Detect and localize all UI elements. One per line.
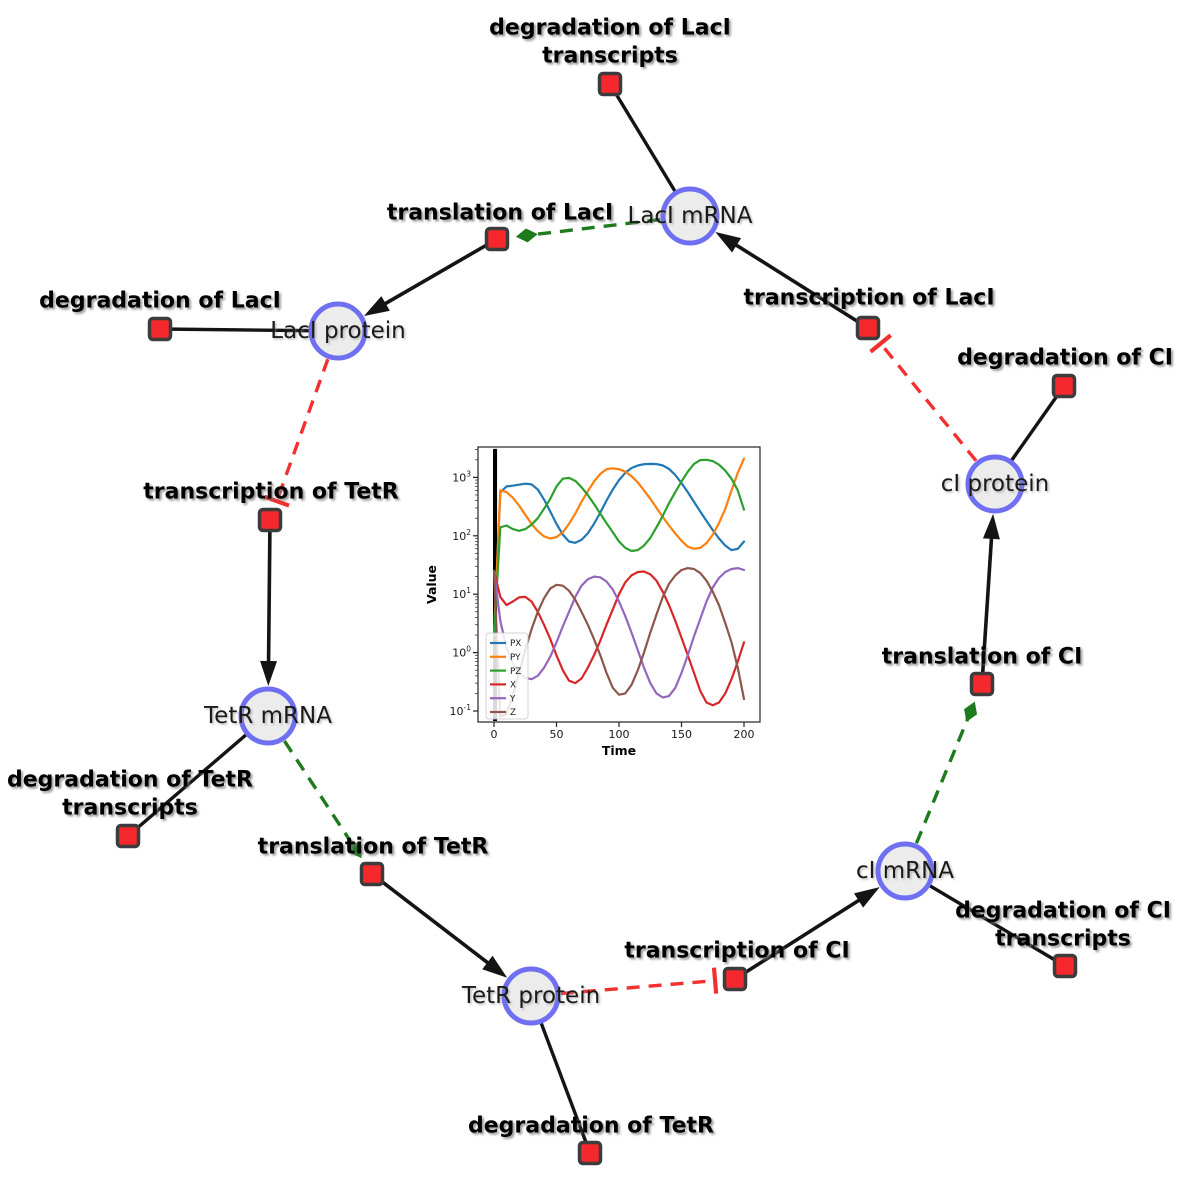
reaction-node-transcription-of-tetr — [257, 507, 283, 533]
arrowhead-icon — [854, 887, 880, 908]
reaction-node-degradation-of-laci — [147, 316, 173, 342]
species-node-laci-protein — [308, 301, 368, 361]
species-node-tetr-mrna — [238, 686, 298, 746]
chart-series-PZ — [492, 458, 746, 637]
edge-modifier-ci-mrna--translation-of-ci — [914, 701, 978, 844]
reaction-label-degradation-of-ci-transcripts: degradation of CI — [955, 899, 1171, 924]
reaction-node-translation-of-ci — [969, 671, 995, 697]
legend-label-PZ: PZ — [510, 667, 521, 677]
y-tick-label: 100 — [452, 645, 471, 660]
legend-label-PY: PY — [510, 653, 521, 663]
species-label-tetr-mrna: TetR mRNA — [203, 703, 332, 729]
diamond-arrowhead-icon — [964, 701, 978, 722]
reaction-node-degradation-of-laci-transcripts — [597, 71, 623, 97]
reaction-label-degradation-of-ci: degradation of CI — [957, 346, 1173, 371]
species-label-laci-protein: LacI protein — [270, 318, 405, 344]
reaction-label-degradation-of-laci-transcripts: transcripts — [542, 44, 678, 69]
edge-production-transcription-of-laci--laci-mrna — [715, 231, 869, 330]
edge-degradation-degradation-of-tetr-transcripts--tetr-mrna — [126, 714, 270, 838]
arrowhead-icon — [363, 296, 390, 316]
y-tick-label: 101 — [452, 586, 471, 601]
y-tick-label: 102 — [452, 528, 471, 543]
x-tick-label: 0 — [491, 728, 498, 741]
edge-production-translation-of-laci--laci-protein — [363, 237, 498, 316]
reaction-label-degradation-of-tetr-transcripts: transcripts — [62, 796, 198, 821]
y-tick-label: 103 — [452, 469, 471, 484]
chart-series-X — [492, 569, 746, 707]
chart-series-Z — [492, 567, 746, 718]
tee-inhibitor-icon — [711, 967, 719, 994]
edge-production-translation-of-tetr--tetr-protein — [370, 872, 508, 978]
arrowhead-icon — [260, 660, 278, 687]
edge-production-transcription-of-ci--ci-mrna — [734, 887, 880, 981]
reaction-node-degradation-of-ci-transcripts — [1052, 953, 1078, 979]
species-node-ci-mrna — [875, 841, 935, 901]
reaction-node-transcription-of-laci — [855, 315, 881, 341]
diamond-arrowhead-icon — [515, 228, 538, 243]
x-axis-title: Time — [602, 743, 636, 758]
reaction-label-translation-of-laci: translation of LacI — [387, 201, 613, 226]
reaction-label-transcription-of-laci: transcription of LacI — [743, 286, 994, 311]
arrowhead-icon — [482, 955, 508, 978]
legend-label-Y: Y — [509, 694, 516, 704]
species-label-ci-mrna: cI mRNA — [856, 858, 954, 884]
species-label-tetr-protein: TetR protein — [461, 983, 600, 1009]
labels-layer: degradation of LacI transcripts translatio… — [7, 16, 1173, 1139]
chart-legend: PX PY PZ XYZ — [485, 632, 529, 720]
tee-inhibitor-icon — [869, 333, 893, 354]
edge-inhibition-ci-protein--transcription-of-laci — [869, 333, 978, 462]
reaction-label-transcription-of-tetr: transcription of TetR — [143, 480, 399, 505]
legend-label-Z: Z — [510, 708, 516, 718]
edge-inhibition-laci-protein--transcription-of-tetr — [263, 358, 330, 508]
chart-series-Y — [492, 567, 746, 699]
chart-series-PX — [492, 462, 746, 637]
reaction-label-degradation-of-tetr: degradation of TetR — [468, 1114, 714, 1139]
reaction-node-degradation-of-ci — [1051, 373, 1077, 399]
arrowhead-icon — [715, 231, 742, 253]
edge-production-transcription-of-tetr--tetr-mrna — [260, 519, 278, 687]
legend-label-PX: PX — [510, 639, 521, 649]
reaction-node-translation-of-tetr — [359, 861, 385, 887]
chart-series-layer — [492, 457, 746, 718]
reaction-label-transcription-of-ci: transcription of CI — [624, 939, 849, 964]
x-tick-label: 100 — [609, 728, 630, 741]
species-label-ci-protein: cI protein — [941, 471, 1050, 497]
reaction-node-degradation-of-tetr — [577, 1140, 603, 1166]
edges-layer — [126, 83, 1066, 1154]
edge-production-translation-of-ci--ci-protein — [980, 513, 1000, 685]
edge-degradation-degradation-of-laci--laci-protein — [159, 327, 339, 333]
tee-inhibitor-icon — [263, 494, 290, 508]
nodes-layer — [115, 71, 1078, 1166]
species-node-tetr-protein — [501, 966, 561, 1026]
reaction-node-translation-of-laci — [484, 226, 510, 252]
species-label-laci-mrna: LacI mRNA — [628, 203, 753, 229]
edge-modifier-laci-mrna--translation-of-laci — [515, 217, 661, 243]
chart-series-PY — [492, 457, 746, 637]
reaction-label-degradation-of-laci: degradation of LacI — [39, 289, 281, 314]
x-tick-label: 50 — [550, 728, 564, 741]
reaction-node-degradation-of-tetr-transcripts — [115, 823, 141, 849]
legend-label-X: X — [510, 681, 516, 691]
x-tick-label: 150 — [671, 728, 692, 741]
species-node-ci-protein — [965, 454, 1025, 514]
y-axis-title: Value — [425, 565, 439, 604]
x-tick-label: 200 — [734, 728, 755, 741]
edge-inhibition-tetr-protein--transcription-of-ci — [560, 967, 719, 996]
reaction-label-translation-of-ci: translation of CI — [882, 645, 1083, 670]
reaction-label-degradation-of-ci-transcripts: transcripts — [995, 927, 1131, 952]
reaction-label-degradation-of-tetr-transcripts: degradation of TetR — [7, 768, 253, 793]
y-tick-label: 10-1 — [450, 703, 472, 718]
inset-chart: 0 50 100 150 20010-1100101102103TimeValuePXP… — [425, 446, 761, 758]
reaction-label-degradation-of-laci-transcripts: degradation of LacI — [489, 16, 731, 41]
reaction-label-translation-of-tetr: translation of TetR — [258, 835, 489, 860]
edge-modifier-tetr-mrna--translation-of-tetr — [283, 740, 362, 859]
edge-degradation-degradation-of-ci-transcripts--ci-mrna — [904, 869, 1066, 968]
arrowhead-icon — [982, 513, 1000, 540]
species-node-laci-mrna — [660, 186, 720, 246]
reaction-node-transcription-of-ci — [722, 966, 748, 992]
diamond-arrowhead-icon — [349, 839, 362, 859]
